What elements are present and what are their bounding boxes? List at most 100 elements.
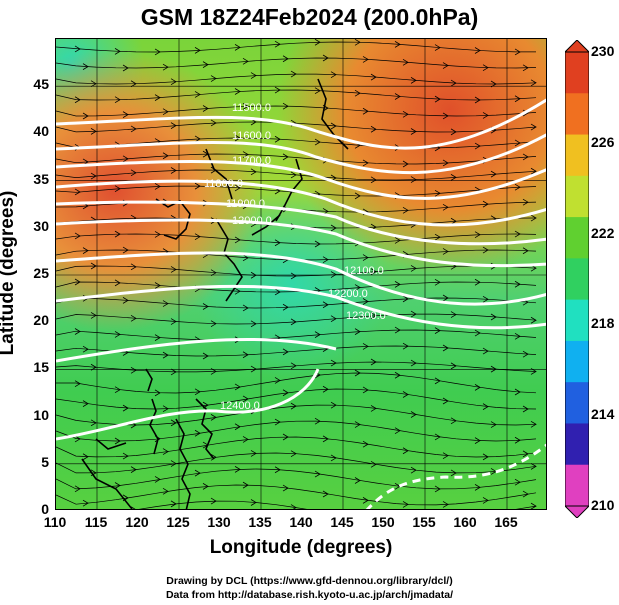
streamline-arrow: [402, 110, 409, 118]
streamline-arrow: [482, 497, 489, 504]
streamline-arrow: [362, 254, 369, 261]
streamline-arrow: [410, 310, 417, 318]
streamline-arrow: [402, 391, 409, 398]
streamline-arrow: [290, 504, 297, 509]
contour-line: [56, 337, 337, 363]
streamline-arrow: [314, 331, 321, 338]
streamline-arrow: [130, 125, 137, 133]
streamline: [56, 105, 537, 117]
streamline-arrow: [210, 453, 217, 461]
streamline-arrow: [514, 280, 521, 288]
streamline-arrow: [394, 427, 401, 435]
streamline-arrow: [202, 352, 209, 360]
streamline-arrow: [274, 86, 281, 94]
streamline-arrow: [482, 200, 489, 208]
streamline-arrow: [162, 63, 169, 71]
x-tick-label: 110: [43, 514, 67, 530]
contour-label: 12100.0: [344, 265, 384, 277]
colorbar-tick-label: 222: [591, 224, 615, 241]
streamline-arrow: [402, 160, 409, 168]
streamline-arrow: [514, 478, 521, 486]
streamline: [56, 281, 537, 293]
streamline-arrow: [114, 279, 121, 287]
contour-label: 11500.0: [232, 102, 271, 114]
streamline-arrow: [370, 125, 377, 133]
y-tick-label: 40: [33, 123, 49, 140]
streamline-arrow: [130, 80, 137, 88]
streamline-arrow: [394, 93, 401, 100]
streamline-arrow: [442, 452, 449, 460]
streamline-arrow: [442, 159, 449, 167]
streamline-arrow: [362, 386, 369, 394]
streamline-arrow: [202, 61, 209, 68]
streamline-arrow: [154, 231, 161, 238]
streamline-arrow: [274, 377, 281, 384]
streamline-arrow: [474, 437, 481, 444]
streamline-arrow: [90, 80, 97, 88]
x-tick-label: 135: [248, 514, 272, 530]
streamline-arrow: [274, 466, 281, 474]
colorbar-segment: [565, 423, 589, 466]
contour-label: 12300.0: [346, 310, 386, 322]
streamline-arrow: [154, 282, 161, 289]
x-tick-label: 130: [207, 514, 231, 530]
streamline-arrow: [290, 450, 297, 458]
streamline-arrow: [242, 304, 249, 312]
streamline-arrow: [234, 134, 241, 142]
streamline-arrow: [354, 192, 361, 200]
streamline-arrow: [170, 266, 177, 273]
streamline-arrow: [402, 342, 409, 350]
streamline-arrow: [434, 377, 441, 385]
streamline-arrow: [250, 450, 257, 457]
streamline-arrow: [482, 403, 489, 410]
streamline-arrow: [202, 303, 209, 310]
streamline-arrow: [522, 64, 529, 72]
streamline-arrow: [314, 417, 321, 425]
streamline-arrow: [490, 313, 497, 321]
streamline-arrow: [114, 482, 121, 489]
streamline-arrow: [482, 112, 489, 119]
streamline-arrow: [282, 484, 289, 492]
colorbar: [565, 40, 589, 518]
streamline-arrow: [410, 411, 417, 418]
streamline-arrow: [234, 423, 241, 431]
streamline-arrow: [162, 405, 169, 413]
streamline-arrow: [122, 155, 129, 163]
streamline-arrow: [530, 79, 537, 87]
streamline: [56, 345, 537, 357]
contour-line: [56, 368, 320, 441]
streamline-arrow: [282, 348, 289, 356]
streamline-arrow: [210, 269, 217, 277]
streamline-arrow: [274, 40, 281, 48]
streamline-arrow: [402, 447, 409, 455]
credit-line-dcl: Drawing by DCL (https://www.gfd-dennou.o…: [166, 575, 453, 587]
x-tick-label: 150: [371, 514, 395, 530]
streamline-arrow: [530, 368, 537, 375]
streamline-arrow: [130, 506, 136, 509]
colorbar-segment: [565, 134, 589, 177]
contour-line: [56, 251, 546, 306]
streamline-arrow: [362, 56, 369, 63]
streamline-arrow: [90, 128, 97, 135]
streamline-arrow: [234, 466, 241, 473]
streamline-arrow: [90, 262, 97, 270]
streamline-arrow: [322, 385, 329, 393]
streamline-arrow: [474, 47, 481, 54]
streamline-arrow: [202, 105, 209, 112]
streamline-arrow: [354, 421, 361, 428]
streamline-arrow: [274, 135, 281, 143]
streamline-arrow: [482, 246, 489, 254]
streamline-arrow: [410, 176, 417, 183]
streamline-arrow: [394, 326, 401, 334]
streamline-arrow: [450, 469, 457, 477]
streamline: [56, 41, 536, 53]
streamline-arrow: [434, 485, 441, 493]
colorbar-tick-label: 210: [591, 497, 615, 513]
y-tick-label: 15: [33, 359, 49, 376]
streamline-arrow: [114, 185, 121, 193]
streamline-arrow: [194, 91, 201, 98]
streamline-arrow: [290, 402, 297, 410]
streamline: [56, 388, 537, 410]
streamline-arrow: [290, 171, 297, 179]
streamline: [56, 329, 537, 341]
